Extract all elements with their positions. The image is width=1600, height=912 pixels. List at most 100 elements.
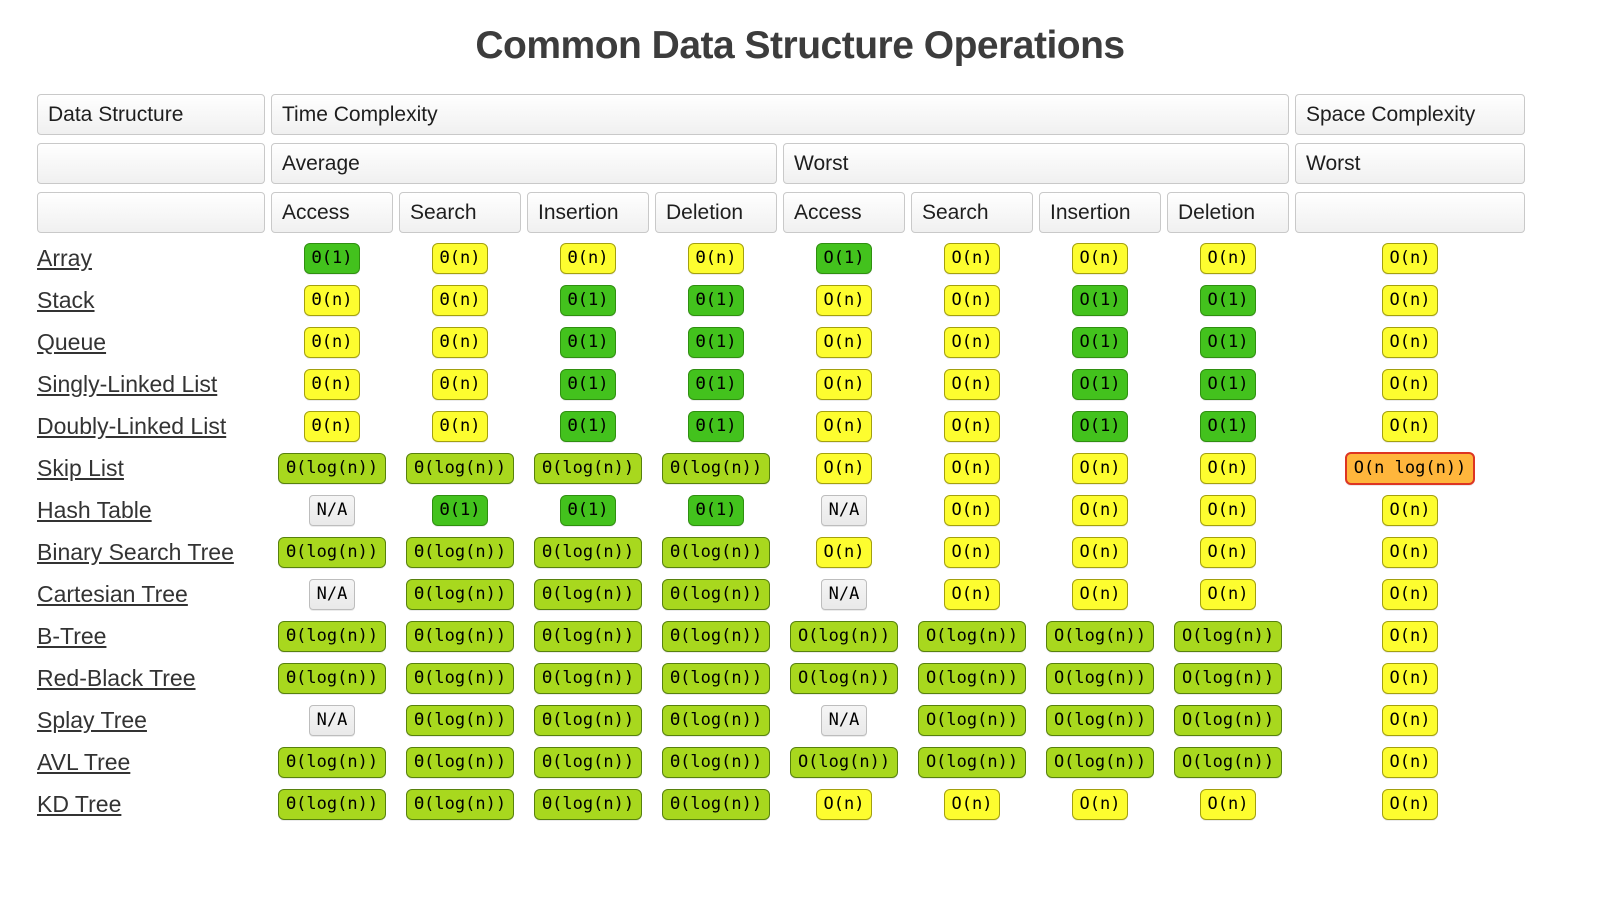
complexity-cell: N/A bbox=[783, 577, 905, 611]
complexity-cell: O(n) bbox=[783, 325, 905, 359]
complexity-badge: Θ(log(n)) bbox=[405, 578, 515, 610]
complexity-cell: Θ(1) bbox=[655, 325, 777, 359]
table-body: Array Θ(1) Θ(n) Θ(n) Θ(n) O(1) O(n) O(n) O(n) O(n… bbox=[37, 241, 1525, 821]
complexity-badge: Θ(n) bbox=[431, 326, 489, 358]
complexity-cell: O(log(n)) bbox=[911, 703, 1033, 737]
data-structure-link[interactable]: Hash Table bbox=[37, 496, 152, 523]
complexity-cell: O(n) bbox=[783, 283, 905, 317]
complexity-cell: O(n) bbox=[1295, 325, 1525, 359]
complexity-badge: Θ(1) bbox=[687, 368, 745, 400]
col-header-avg-deletion: Deletion bbox=[655, 192, 777, 233]
complexity-cell: O(n) bbox=[1295, 619, 1525, 653]
complexity-badge: Θ(n) bbox=[431, 284, 489, 316]
complexity-cell: O(n) bbox=[1039, 451, 1161, 485]
table-row: KD Tree Θ(log(n)) Θ(log(n)) Θ(log(n)) Θ(log(… bbox=[37, 787, 1525, 821]
data-structure-link[interactable]: Splay Tree bbox=[37, 706, 147, 733]
complexity-badge: O(n) bbox=[943, 578, 1001, 610]
complexity-cell: Θ(log(n)) bbox=[527, 703, 649, 737]
complexity-cell: Θ(log(n)) bbox=[527, 577, 649, 611]
complexity-badge: O(n) bbox=[943, 368, 1001, 400]
data-structure-link[interactable]: B-Tree bbox=[37, 622, 107, 649]
data-structure-link[interactable]: Singly-Linked List bbox=[37, 370, 218, 397]
complexity-cell: Θ(1) bbox=[655, 409, 777, 443]
complexity-cell: Θ(log(n)) bbox=[527, 451, 649, 485]
complexity-badge: Θ(n) bbox=[431, 242, 489, 274]
complexity-cell: Θ(1) bbox=[527, 409, 649, 443]
complexity-badge: O(log(n)) bbox=[1173, 662, 1283, 694]
complexity-badge: O(n) bbox=[1381, 326, 1439, 358]
complexity-badge: O(1) bbox=[1199, 368, 1257, 400]
complexity-badge: O(n) bbox=[1071, 494, 1129, 526]
complexity-badge: Θ(1) bbox=[559, 284, 617, 316]
complexity-cell: O(n) bbox=[1039, 577, 1161, 611]
complexity-badge: O(n) bbox=[1071, 242, 1129, 274]
empty-header-cell bbox=[37, 143, 265, 184]
data-structure-link[interactable]: Array bbox=[37, 244, 92, 271]
complexity-badge: O(n) bbox=[1199, 452, 1257, 484]
col-header-worst-access: Access bbox=[783, 192, 905, 233]
complexity-cell: Θ(log(n)) bbox=[399, 661, 521, 695]
group-header-space-complexity: Space Complexity bbox=[1295, 94, 1525, 135]
data-structure-link[interactable]: Skip List bbox=[37, 454, 124, 481]
complexity-cell: O(1) bbox=[1167, 325, 1289, 359]
data-structure-link[interactable]: Stack bbox=[37, 286, 95, 313]
complexity-badge: O(n) bbox=[1381, 284, 1439, 316]
complexity-cell: Θ(1) bbox=[655, 283, 777, 317]
complexity-badge: O(1) bbox=[1071, 284, 1129, 316]
table-row: Singly-Linked List Θ(n) Θ(n) Θ(1) Θ(1) O(n) O(… bbox=[37, 367, 1525, 401]
complexity-badge: Θ(log(n)) bbox=[661, 620, 771, 652]
complexity-badge: Θ(1) bbox=[431, 494, 489, 526]
col-header-avg-insertion: Insertion bbox=[527, 192, 649, 233]
complexity-badge: O(n) bbox=[943, 242, 1001, 274]
row-label-cell: B-Tree bbox=[37, 619, 265, 653]
complexity-badge: Θ(log(n)) bbox=[533, 620, 643, 652]
complexity-cell: O(log(n)) bbox=[911, 745, 1033, 779]
complexity-cell: O(n) bbox=[783, 787, 905, 821]
header-row-case: Average Worst Worst bbox=[37, 143, 1525, 184]
complexity-badge: O(n) bbox=[943, 284, 1001, 316]
complexity-badge: O(n) bbox=[943, 788, 1001, 820]
complexity-cell: O(1) bbox=[783, 241, 905, 275]
data-structure-link[interactable]: Red-Black Tree bbox=[37, 664, 196, 691]
data-structure-link[interactable]: Cartesian Tree bbox=[37, 580, 188, 607]
complexity-cell: Θ(log(n)) bbox=[655, 619, 777, 653]
complexity-cell: O(n) bbox=[911, 367, 1033, 401]
group-header-time-complexity: Time Complexity bbox=[271, 94, 1289, 135]
header-row-operations: Access Search Insertion Deletion Access … bbox=[37, 192, 1525, 233]
complexity-badge: O(n) bbox=[1381, 494, 1439, 526]
complexity-cell: O(n) bbox=[1295, 283, 1525, 317]
complexity-badge: O(n) bbox=[1071, 788, 1129, 820]
complexity-cell: Θ(1) bbox=[527, 283, 649, 317]
complexity-badge: O(log(n)) bbox=[789, 620, 899, 652]
table-row: B-Tree Θ(log(n)) Θ(log(n)) Θ(log(n)) Θ(log(n… bbox=[37, 619, 1525, 653]
complexity-cell: Θ(log(n)) bbox=[655, 661, 777, 695]
complexity-cell: O(log(n)) bbox=[1167, 661, 1289, 695]
subheader-worst: Worst bbox=[783, 143, 1289, 184]
data-structure-link[interactable]: Binary Search Tree bbox=[37, 538, 234, 565]
data-structure-link[interactable]: Queue bbox=[37, 328, 107, 355]
complexity-cell: Θ(n) bbox=[399, 409, 521, 443]
row-label-cell: Cartesian Tree bbox=[37, 577, 265, 611]
complexity-badge: O(n) bbox=[1381, 620, 1439, 652]
table-row: Array Θ(1) Θ(n) Θ(n) Θ(n) O(1) O(n) O(n) O(n) O(n… bbox=[37, 241, 1525, 275]
complexity-cell: Θ(1) bbox=[655, 493, 777, 527]
complexity-badge: O(1) bbox=[1199, 410, 1257, 442]
subheader-average: Average bbox=[271, 143, 777, 184]
complexity-cell: Θ(n) bbox=[399, 325, 521, 359]
complexity-badge: N/A bbox=[820, 704, 868, 736]
complexity-badge: Θ(log(n)) bbox=[277, 746, 387, 778]
complexity-badge: O(n) bbox=[943, 326, 1001, 358]
complexity-cell: Θ(log(n)) bbox=[271, 451, 393, 485]
complexity-cell: O(n) bbox=[1167, 451, 1289, 485]
data-structure-link[interactable]: KD Tree bbox=[37, 790, 122, 817]
complexity-cell: O(n) bbox=[1295, 577, 1525, 611]
empty-header-cell bbox=[1295, 192, 1525, 233]
complexity-cell: Θ(n) bbox=[399, 283, 521, 317]
complexity-badge: O(n) bbox=[1071, 452, 1129, 484]
complexity-cell: Θ(log(n)) bbox=[399, 535, 521, 569]
complexity-cell: Θ(n) bbox=[271, 325, 393, 359]
complexity-cell: Θ(1) bbox=[527, 325, 649, 359]
complexity-cell: O(n) bbox=[911, 535, 1033, 569]
data-structure-link[interactable]: AVL Tree bbox=[37, 748, 131, 775]
data-structure-link[interactable]: Doubly-Linked List bbox=[37, 412, 227, 439]
